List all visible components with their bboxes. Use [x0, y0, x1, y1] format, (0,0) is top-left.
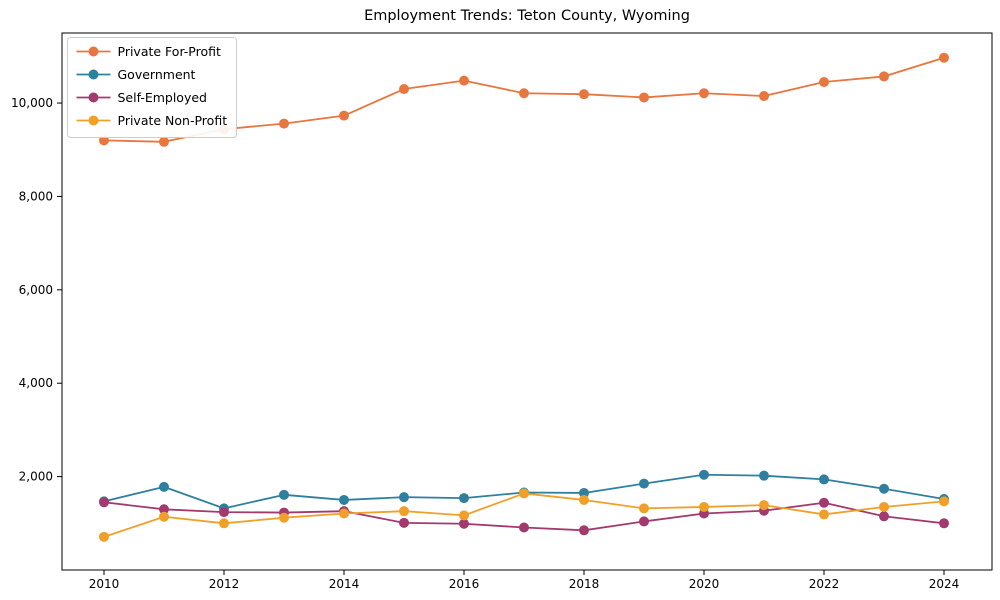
- data-point: [279, 512, 289, 523]
- data-point: [519, 488, 529, 499]
- data-point: [879, 511, 889, 522]
- chart-title: Employment Trends: Teton County, Wyoming: [364, 8, 690, 24]
- data-point: [219, 507, 229, 518]
- data-point: [159, 136, 169, 147]
- x-axis: 2010 2012 2014 2016 2018 2020 2022 2024: [89, 570, 960, 591]
- x-tick-label: 2014: [329, 577, 360, 591]
- data-point: [219, 518, 229, 529]
- data-point: [939, 518, 949, 529]
- data-point: [819, 474, 829, 485]
- legend: Private For-Profit Government Self-Employe…: [67, 37, 237, 138]
- data-point: [399, 517, 409, 528]
- legend-label: Private For-Profit: [118, 44, 221, 59]
- data-point: [759, 470, 769, 481]
- legend-item: Private Non-Profit: [76, 113, 228, 128]
- data-point: [459, 493, 469, 504]
- data-point: [459, 75, 469, 86]
- data-point: [759, 91, 769, 102]
- legend-box: [67, 37, 237, 138]
- x-tick-label: 2024: [929, 577, 960, 591]
- data-point: [699, 469, 709, 480]
- data-point: [339, 508, 349, 519]
- legend-label: Private Non-Profit: [118, 113, 228, 128]
- data-point: [879, 483, 889, 494]
- data-point: [279, 489, 289, 500]
- data-point: [819, 497, 829, 508]
- data-point: [579, 525, 589, 536]
- data-point: [459, 510, 469, 521]
- data-point: [519, 88, 529, 99]
- data-point: [699, 501, 709, 512]
- y-tick-label: 4,000: [19, 376, 53, 390]
- data-point: [459, 518, 469, 529]
- x-tick-label: 2010: [89, 577, 120, 591]
- y-tick-label: 6,000: [19, 283, 53, 297]
- x-tick-label: 2020: [689, 577, 720, 591]
- x-tick-label: 2016: [449, 577, 480, 591]
- data-point: [819, 509, 829, 520]
- data-point: [159, 511, 169, 522]
- legend-marker-dot: [88, 69, 99, 80]
- legend-label: Government: [118, 67, 196, 82]
- data-point: [399, 84, 409, 95]
- data-point: [759, 500, 769, 511]
- data-point: [159, 504, 169, 515]
- legend-item: Private For-Profit: [76, 44, 221, 59]
- data-point: [819, 77, 829, 88]
- y-axis: 2,000 4,000 6,000 8,000 10,000: [11, 96, 62, 484]
- legend-label: Self-Employed: [118, 90, 207, 105]
- y-tick-label: 8,000: [19, 189, 53, 203]
- x-tick-label: 2012: [209, 577, 240, 591]
- data-point: [159, 481, 169, 492]
- legend-item: Self-Employed: [76, 90, 207, 105]
- data-point: [879, 71, 889, 82]
- legend-marker-dot: [88, 46, 99, 57]
- data-point: [399, 506, 409, 517]
- y-tick-label: 10,000: [11, 96, 53, 110]
- data-point: [339, 494, 349, 505]
- data-point: [639, 516, 649, 527]
- y-tick-label: 2,000: [19, 470, 53, 484]
- data-point: [579, 89, 589, 100]
- data-point: [99, 531, 109, 542]
- x-tick-label: 2022: [809, 577, 840, 591]
- data-point: [639, 503, 649, 514]
- data-point: [699, 88, 709, 99]
- data-point: [99, 497, 109, 508]
- data-point: [579, 494, 589, 505]
- legend-marker-dot: [88, 115, 99, 126]
- data-point: [879, 501, 889, 512]
- data-point: [639, 478, 649, 489]
- plot-area-border: [61, 32, 993, 571]
- data-point: [279, 118, 289, 129]
- legend-marker-dot: [88, 92, 99, 103]
- legend-item: Government: [76, 67, 196, 82]
- series-private-non-profit: [99, 488, 949, 542]
- data-point: [639, 92, 649, 103]
- x-tick-label: 2018: [569, 577, 600, 591]
- data-point: [339, 110, 349, 121]
- data-point: [939, 496, 949, 507]
- data-point: [579, 487, 589, 498]
- data-point: [399, 492, 409, 503]
- data-point: [519, 522, 529, 533]
- data-point: [939, 52, 949, 63]
